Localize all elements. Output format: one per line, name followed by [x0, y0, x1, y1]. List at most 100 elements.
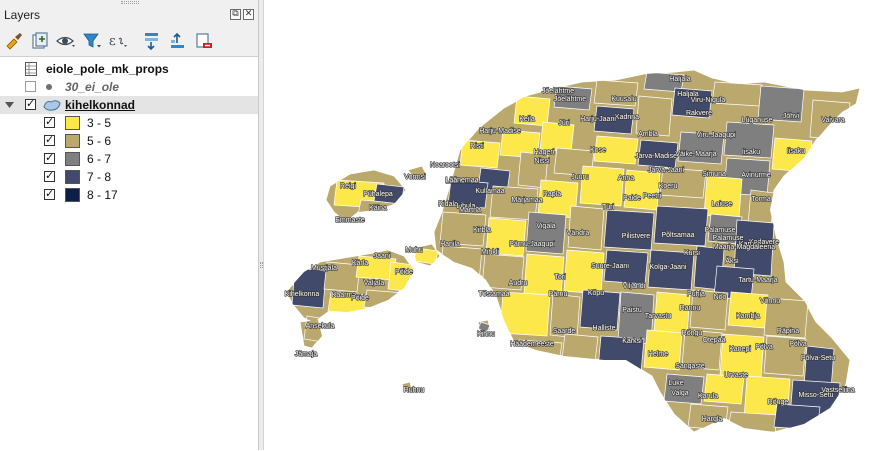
ruhnu-outline[interactable] [401, 381, 413, 393]
splitter-grip[interactable] [260, 262, 263, 268]
parish-polygon[interactable] [439, 245, 483, 283]
parish-label: Põlva-Setu [801, 355, 835, 362]
legend-item[interactable]: 8 - 17 [0, 186, 258, 204]
layer-tree[interactable]: eiole_pole_mk_props 30_ei_ole kihelkonna… [0, 56, 258, 451]
add-group-button[interactable] [30, 31, 50, 51]
legend-item[interactable]: 3 - 5 [0, 114, 258, 132]
parish-label: Kadrina [615, 114, 639, 121]
parish-polygon[interactable] [485, 217, 527, 257]
parish-label: Lihula [457, 203, 476, 210]
parish-polygon[interactable] [647, 249, 695, 291]
vormsi-outline[interactable] [407, 165, 427, 179]
layer-label-polygons: kihelkonnad [65, 98, 136, 112]
parish-polygon[interactable] [643, 329, 683, 371]
parish-polygon[interactable] [723, 121, 775, 159]
legend-item-checkbox[interactable] [44, 169, 55, 182]
parish-polygon[interactable] [771, 137, 813, 173]
parish-label: Karula [698, 393, 718, 400]
parish-polygon[interactable] [689, 289, 729, 331]
remove-layer-button[interactable] [194, 31, 214, 51]
parish-polygon[interactable] [553, 85, 593, 111]
parish-label: Harju-Madise [479, 128, 521, 135]
parish-polygon[interactable] [447, 179, 489, 209]
parish-polygon[interactable] [481, 253, 525, 291]
parish-label: Pärnu-Jaagupi [509, 241, 555, 248]
parish-polygon[interactable] [635, 95, 673, 137]
legend-swatch [65, 170, 80, 184]
parish-polygon[interactable] [727, 411, 779, 432]
layers-panel: Layers ⧉ ✕ ε eiole_pole_mk_props [0, 0, 259, 451]
parish-label: Haljala [669, 76, 691, 83]
parish-polygon[interactable] [567, 205, 605, 251]
parish-label: Türi [602, 204, 615, 211]
visibility-button[interactable] [56, 31, 76, 51]
layer-row-polygons[interactable]: kihelkonnad [0, 96, 258, 114]
parish-polygon[interactable] [763, 297, 809, 339]
parish-polygon[interactable] [681, 329, 723, 371]
filter-legend-button[interactable] [82, 31, 102, 51]
collapse-all-button[interactable] [168, 31, 188, 51]
panel-drag-grip[interactable] [121, 1, 139, 4]
parish-polygon[interactable] [499, 291, 551, 337]
parish-label: Põlva [755, 344, 773, 351]
parish-polygon[interactable] [593, 105, 635, 135]
remove-layer-icon [196, 33, 212, 48]
parish-polygon[interactable] [603, 249, 649, 285]
legend-item[interactable]: 6 - 7 [0, 150, 258, 168]
close-panel-button[interactable]: ✕ [243, 9, 254, 20]
parish-polygon[interactable] [563, 249, 605, 295]
parish-label: Reigi [340, 183, 356, 190]
parish-polygon[interactable] [387, 261, 415, 293]
parish-label: Noarootsi [430, 162, 460, 169]
parish-label: Rapla [543, 191, 561, 198]
parish-polygon[interactable] [525, 211, 567, 255]
parish-polygon[interactable] [703, 175, 743, 219]
parish-polygon[interactable] [637, 139, 679, 169]
parish-polygon[interactable] [593, 79, 639, 107]
parish-label: Tarvastu [645, 313, 672, 320]
legend-item-checkbox[interactable] [44, 115, 55, 128]
map-canvas[interactable]: Haljala Jõelähtme Jõelähtme Kuusalu Haljala V… [264, 0, 886, 450]
legend-item-checkbox[interactable] [44, 187, 55, 200]
parish-polygon[interactable] [459, 139, 501, 169]
parish-polygon[interactable] [733, 219, 775, 277]
parish-label: Jämaja [295, 351, 318, 358]
parish-label: Harju-Jaani [580, 116, 616, 123]
legend-item[interactable]: 5 - 6 [0, 132, 258, 150]
parish-polygon[interactable] [677, 131, 725, 165]
layer-visibility-checkbox-polygons[interactable] [25, 97, 36, 110]
parish-polygon[interactable] [593, 135, 639, 165]
parish-polygon[interactable] [659, 167, 707, 199]
parish-label: Vastseliina [821, 387, 854, 394]
legend-item-checkbox[interactable] [44, 151, 55, 164]
parish-polygon[interactable] [603, 209, 655, 251]
parish-polygon[interactable] [439, 211, 487, 247]
layer-row-table[interactable]: eiole_pole_mk_props [0, 60, 258, 78]
parish-polygon[interactable] [757, 85, 805, 123]
parish-polygon[interactable] [663, 373, 705, 405]
expression-filter-button[interactable]: ε [108, 31, 128, 51]
style-manager-button[interactable] [4, 31, 24, 51]
parish-polygon[interactable] [291, 267, 327, 309]
legend-item[interactable]: 7 - 8 [0, 168, 258, 186]
parish-polygon[interactable] [579, 165, 625, 207]
legend-item-checkbox[interactable] [44, 133, 55, 146]
float-panel-button[interactable]: ⧉ [230, 9, 241, 20]
parish-polygon[interactable] [579, 289, 621, 331]
parish-polygon[interactable] [763, 335, 807, 377]
parish-label: Muhu [405, 247, 423, 254]
parish-polygon[interactable] [323, 261, 361, 293]
parish-polygon[interactable] [671, 87, 713, 119]
parish-polygon[interactable] [653, 205, 709, 247]
parish-polygon[interactable] [703, 373, 745, 405]
expand-all-button[interactable] [142, 31, 162, 51]
parish-label: Halliste [593, 325, 616, 332]
parish-label: Kambja [736, 313, 760, 320]
panel-splitter[interactable] [259, 0, 264, 450]
parish-label: Palamuse [712, 235, 743, 242]
layer-visibility-checkbox-points[interactable] [25, 81, 36, 92]
parish-label: Viljandi [623, 283, 646, 290]
layer-row-points[interactable]: 30_ei_ole [0, 78, 258, 96]
expand-arrow-icon[interactable] [5, 102, 14, 108]
